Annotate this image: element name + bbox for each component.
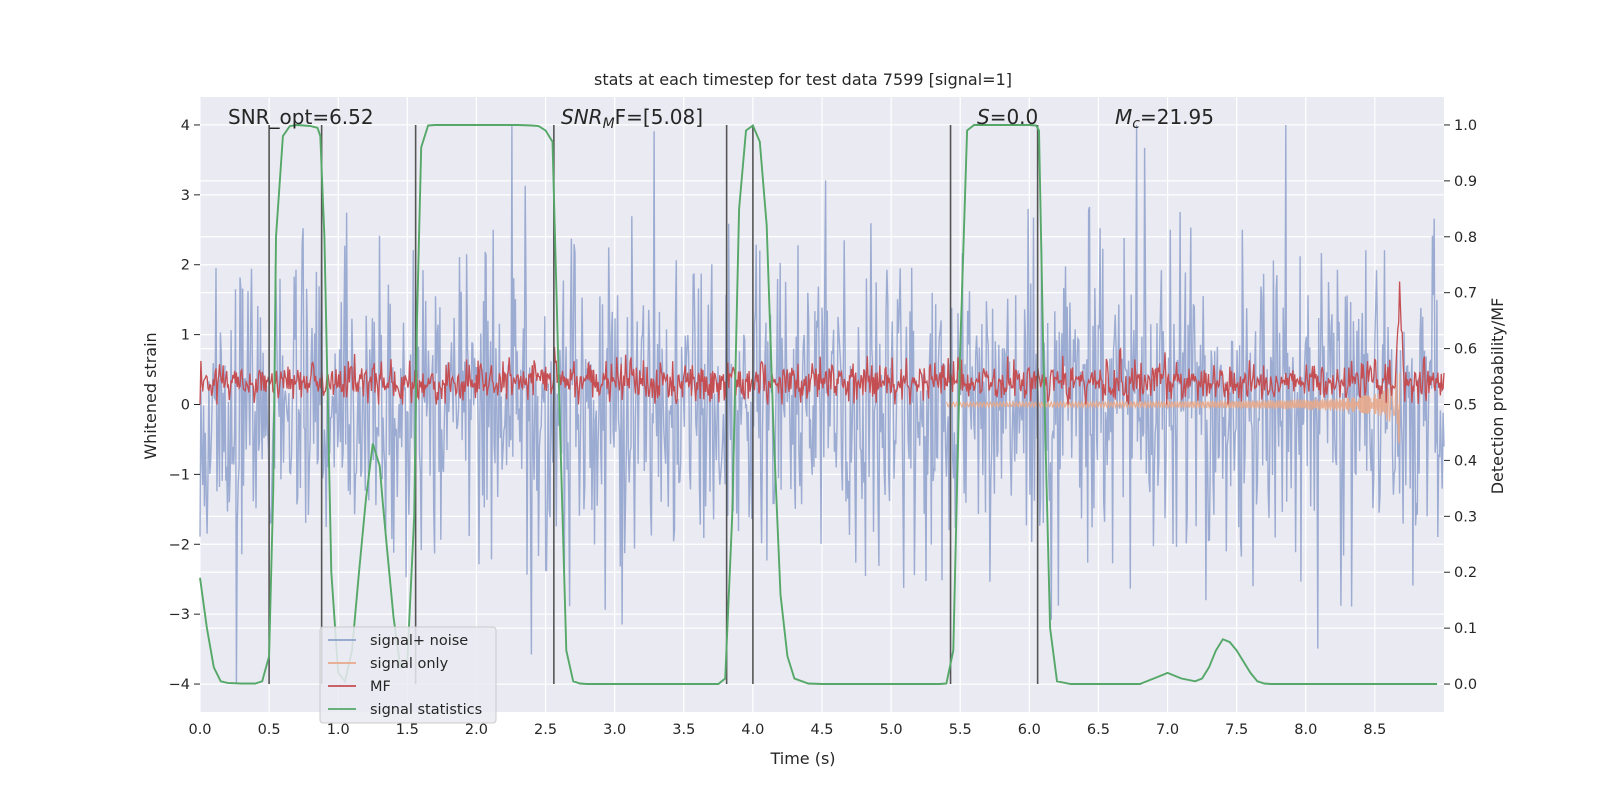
annotation-snr-mf-sub: M [603,116,615,132]
annotation-snr-mf-tail: F=[5.08] [615,105,703,129]
x-tick-label: 1.0 [327,722,350,738]
x-tick-label: 8.0 [1294,722,1317,738]
annotation-s-main: S [977,105,990,129]
legend-label-noise: signal+ noise [370,633,468,649]
y-axis-right-label: Detection probability/MF [1488,298,1507,495]
legend-label-mf: MF [370,679,391,695]
legend-label-signal-statistics: signal statistics [370,702,482,718]
y-tick-label: −3 [169,607,190,623]
y-right-tick-label: 0.5 [1454,398,1477,414]
x-tick-label: 3.5 [672,722,695,738]
y-right-tick-label: 0.3 [1454,509,1477,525]
x-tick-label: 6.0 [1018,722,1041,738]
chart-title: stats at each timestep for test data 759… [594,70,1012,89]
series-signal-only-line [945,372,1401,444]
x-tick-label: 0.0 [188,722,211,738]
series-signal-statistics-line [199,124,1438,685]
annotation-snr-opt: SNR_opt=6.52 [228,105,374,129]
x-tick-label: 4.0 [741,722,764,738]
annotation-mc: Mc=21.95 [1115,105,1214,132]
x-axis-label: Time (s) [769,749,835,768]
annotation-s: S=0.0 [977,105,1038,129]
x-tick-label: 8.5 [1363,722,1386,738]
series-mf-line [199,281,1445,405]
y-right-tick-label: 0.1 [1454,621,1477,637]
annotation-mc-tail: =21.95 [1140,105,1214,129]
y-tick-label: 0 [181,398,190,414]
y-axis-label: Whitened strain [141,332,160,459]
annotation-snr-mf: SNRMF=[5.08] [561,105,703,132]
annotation-snr-mf-main: SNR [561,105,603,129]
annotation-s-tail: =0.0 [990,105,1039,129]
y-right-tick-label: 0.0 [1454,677,1477,693]
annotation-mc-main: M [1115,105,1132,129]
annotation-mc-sub: c [1132,116,1140,132]
y-tick-label: −1 [169,467,190,483]
y-right-tick-label: 0.6 [1454,342,1477,358]
y-tick-label: 3 [181,188,190,204]
y-right-tick-label: 0.7 [1454,286,1477,302]
x-tick-label: 5.5 [949,722,972,738]
y-right-tick-label: 0.4 [1454,453,1477,469]
x-tick-label: 6.5 [1087,722,1110,738]
x-tick-label: 7.5 [1225,722,1248,738]
y-tick-label: 2 [181,258,190,274]
x-tick-label: 2.5 [534,722,557,738]
y-right-tick-label: 0.9 [1454,174,1477,190]
legend: signal+ noise signal only MF signal stat… [319,626,497,724]
y-right-tick-label: 1.0 [1454,118,1477,134]
x-tick-label: 3.0 [603,722,626,738]
y-tick-label: −2 [169,537,190,553]
x-tick-label: 1.5 [396,722,419,738]
legend-frame [319,626,497,724]
x-tick-label: 0.5 [258,722,281,738]
legend-label-signal-only: signal only [370,656,449,672]
x-tick-label: 7.0 [1156,722,1179,738]
y-tick-label: 1 [181,328,190,344]
y-tick-label: −4 [169,677,190,693]
x-tick-label: 5.0 [880,722,903,738]
y-right-tick-label: 0.8 [1454,230,1477,246]
y-tick-label: 4 [181,118,190,134]
series-signal-noise-line [199,124,1445,684]
x-tick-label: 2.0 [465,722,488,738]
x-tick-label: 4.5 [810,722,833,738]
y-right-tick-label: 0.2 [1454,565,1477,581]
